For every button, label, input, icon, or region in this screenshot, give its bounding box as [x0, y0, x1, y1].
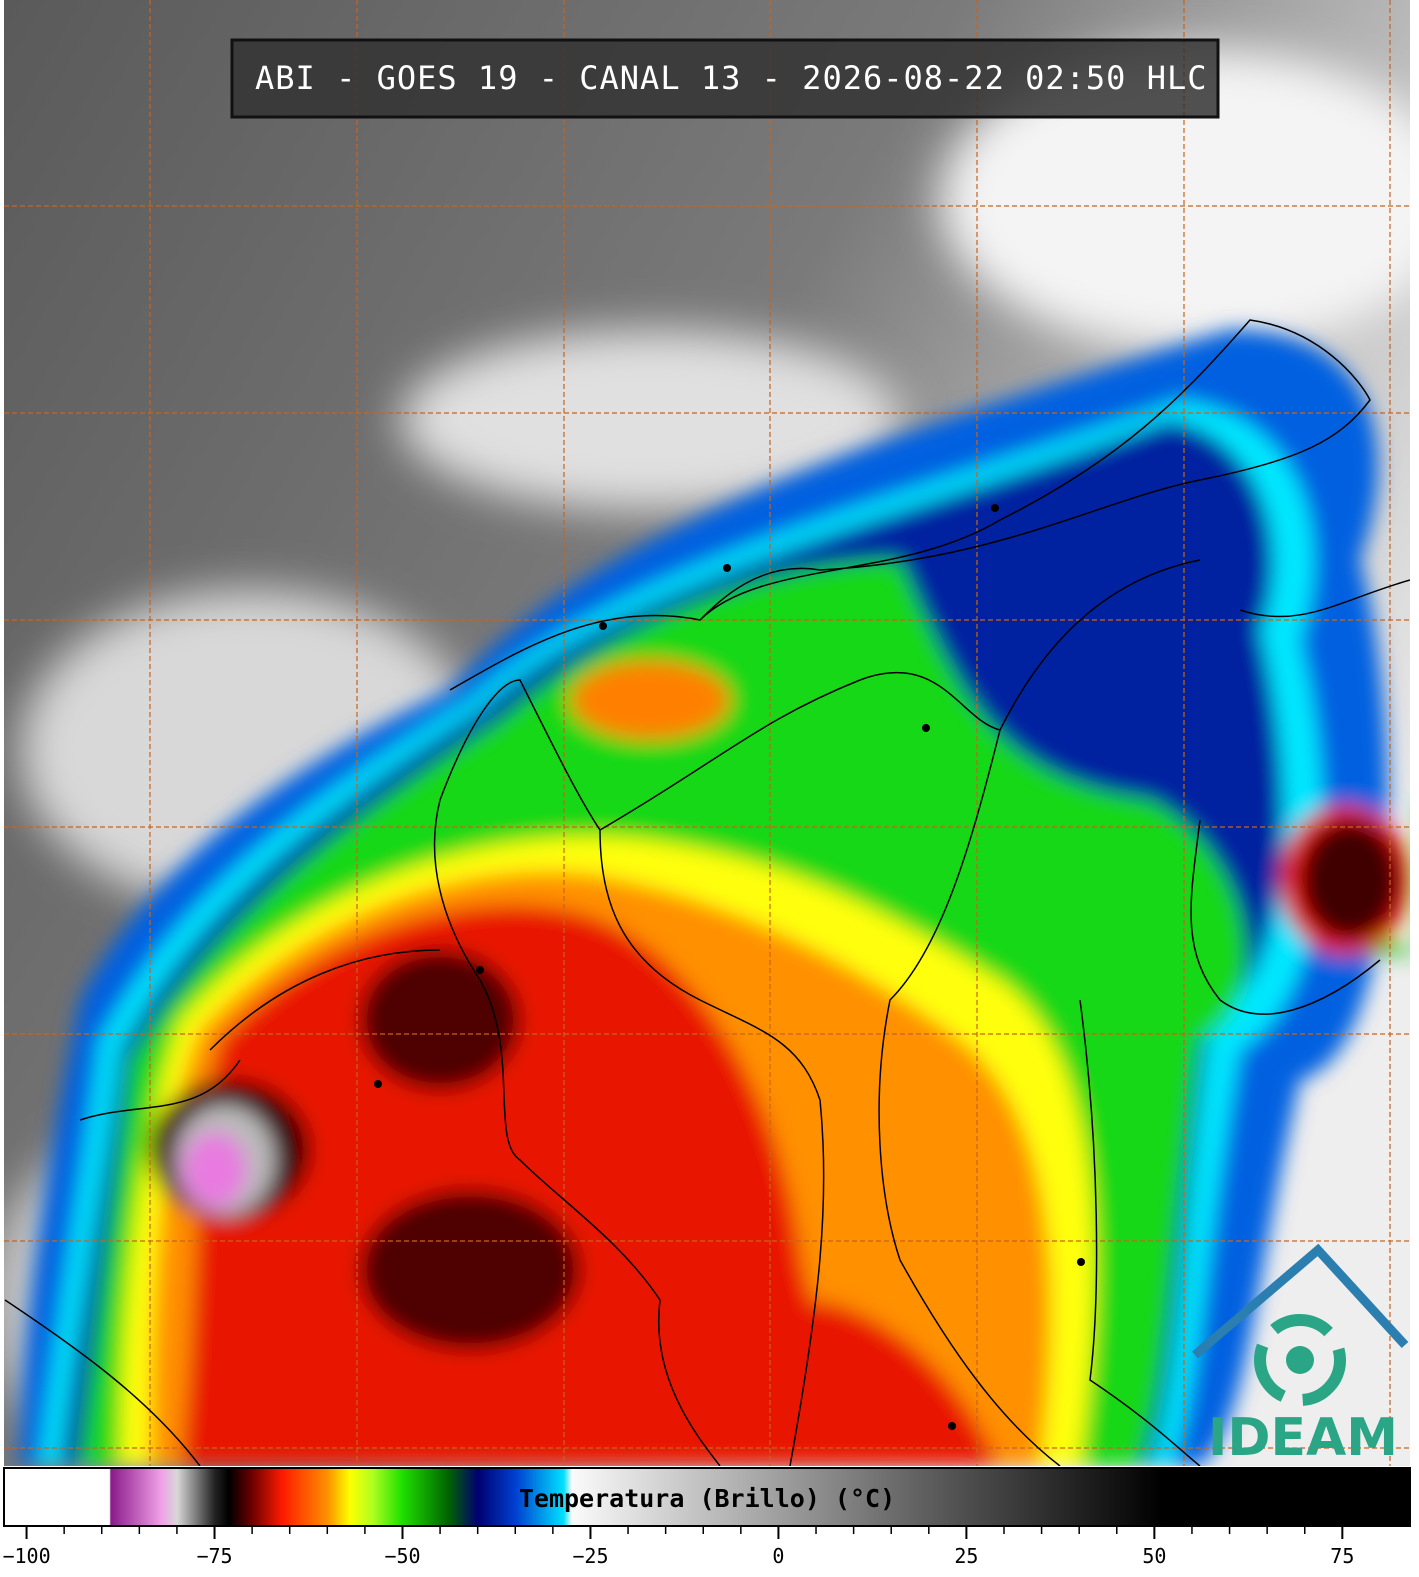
colorbar-tick-label: −25	[572, 1544, 608, 1568]
colorbar-bar	[3, 1467, 1411, 1527]
satellite-image	[4, 0, 1410, 1466]
colorbar-tick-label: 75	[1330, 1544, 1354, 1568]
colorbar-tick-label: 50	[1142, 1544, 1166, 1568]
colorbar-label: Temperatura (Brillo) (°C)	[519, 1484, 895, 1513]
colorbar-tick-label: 0	[772, 1544, 784, 1568]
borders	[4, 319, 1410, 1466]
logo-text: IDEAM	[1208, 1408, 1398, 1468]
logo: IDEAM	[1192, 1243, 1409, 1468]
title: ABI - GOES 19 - CANAL 13 - 2026-08-22 02…	[255, 59, 1207, 97]
colorbar: Temperatura (Brillo) (°C)	[3, 1467, 1411, 1527]
colorbar-tick-label: −50	[384, 1544, 420, 1568]
colorbar-tick-label: −75	[196, 1544, 232, 1568]
grid	[4, 0, 1410, 1466]
colorbar-tick-label: 25	[954, 1544, 978, 1568]
title-box	[230, 38, 1220, 119]
colorbar-tick-label: −100	[2, 1544, 50, 1568]
